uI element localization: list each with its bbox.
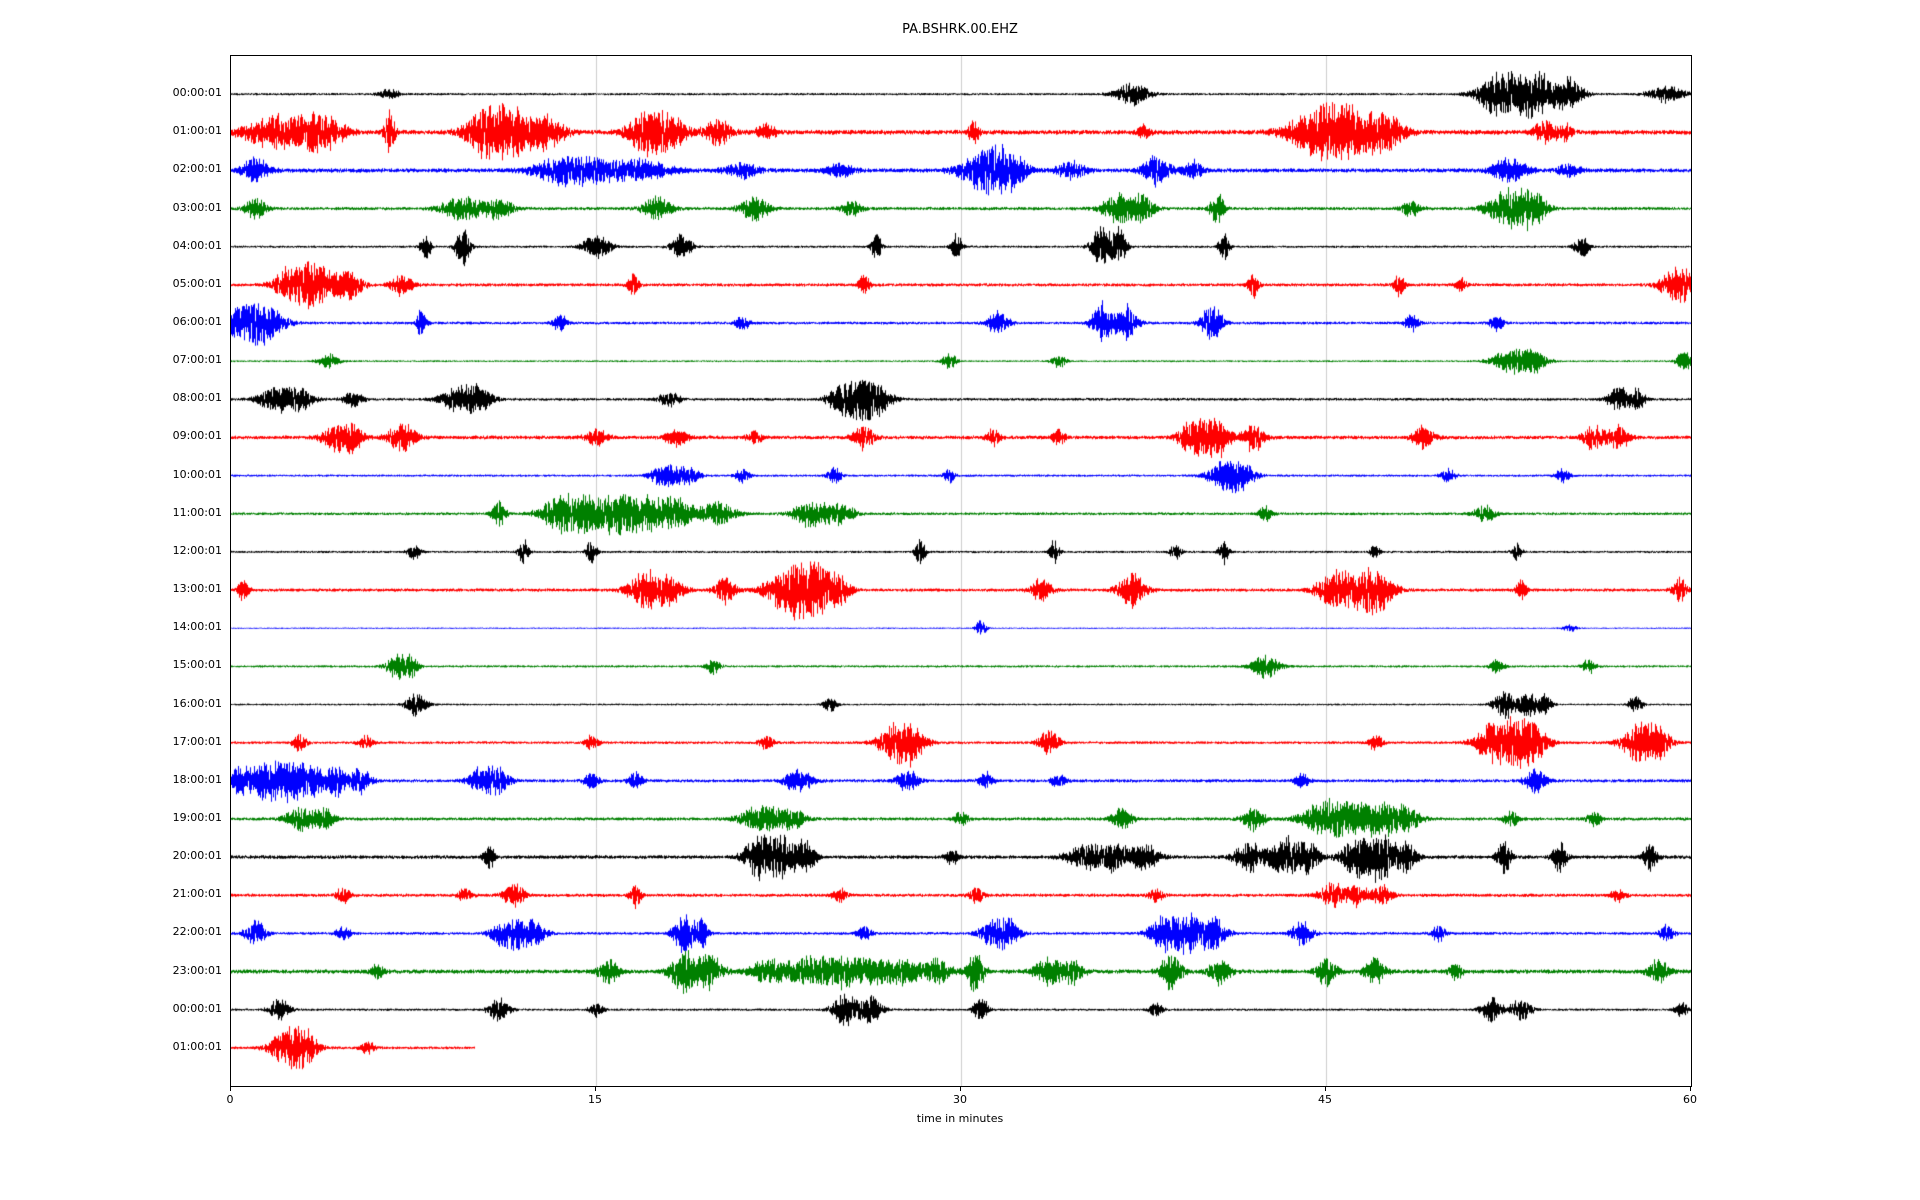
trace-label: 20:00:01 [172, 849, 222, 863]
plot-area [230, 55, 1692, 1087]
x-tick-label: 45 [1318, 1093, 1332, 1106]
trace-label: 11:00:01 [172, 505, 222, 519]
waveform-canvas [231, 56, 1691, 1086]
y-axis-labels: 00:00:01 01:00:01 02:00:01 03:00:01 04:00:01… [0, 0, 222, 1200]
trace-label: 07:00:01 [172, 353, 222, 367]
trace-label: 13:00:01 [172, 582, 222, 596]
trace-label: 19:00:01 [172, 810, 222, 824]
x-axis-title: time in minutes [916, 1112, 1004, 1125]
trace-label: 08:00:01 [172, 391, 222, 405]
trace-label: 12:00:01 [172, 543, 222, 557]
trace-label: 01:00:01 [172, 124, 222, 138]
x-tick-mark [1690, 1086, 1691, 1091]
trace-label: 10:00:01 [172, 467, 222, 481]
x-tick-label: 15 [588, 1093, 602, 1106]
x-tick-mark [595, 1086, 596, 1091]
x-tick-mark [960, 1086, 961, 1091]
chart-title: PA.BSHRK.00.EHZ [902, 22, 1018, 37]
x-tick-label: 0 [226, 1093, 234, 1106]
trace-label: 14:00:01 [172, 620, 222, 634]
trace-label: 06:00:01 [172, 315, 222, 329]
trace-label: 09:00:01 [172, 429, 222, 443]
trace-label: 21:00:01 [172, 887, 222, 901]
x-tick-label: 30 [953, 1093, 967, 1106]
trace-label: 05:00:01 [172, 276, 222, 290]
trace-label: 00:00:01 [172, 86, 222, 100]
trace-label: 18:00:01 [172, 772, 222, 786]
trace-label: 03:00:01 [172, 200, 222, 214]
x-tick-mark [1325, 1086, 1326, 1091]
trace-label: 15:00:01 [172, 658, 222, 672]
trace-label: 02:00:01 [172, 162, 222, 176]
x-tick-label: 60 [1683, 1093, 1697, 1106]
trace-label: 17:00:01 [172, 734, 222, 748]
trace-label: 23:00:01 [172, 963, 222, 977]
x-tick-mark [230, 1086, 231, 1091]
trace-label: 01:00:01 [172, 1039, 222, 1053]
trace-label: 00:00:01 [172, 1001, 222, 1015]
trace-label: 22:00:01 [172, 925, 222, 939]
trace-label: 16:00:01 [172, 696, 222, 710]
trace-label: 04:00:01 [172, 238, 222, 252]
